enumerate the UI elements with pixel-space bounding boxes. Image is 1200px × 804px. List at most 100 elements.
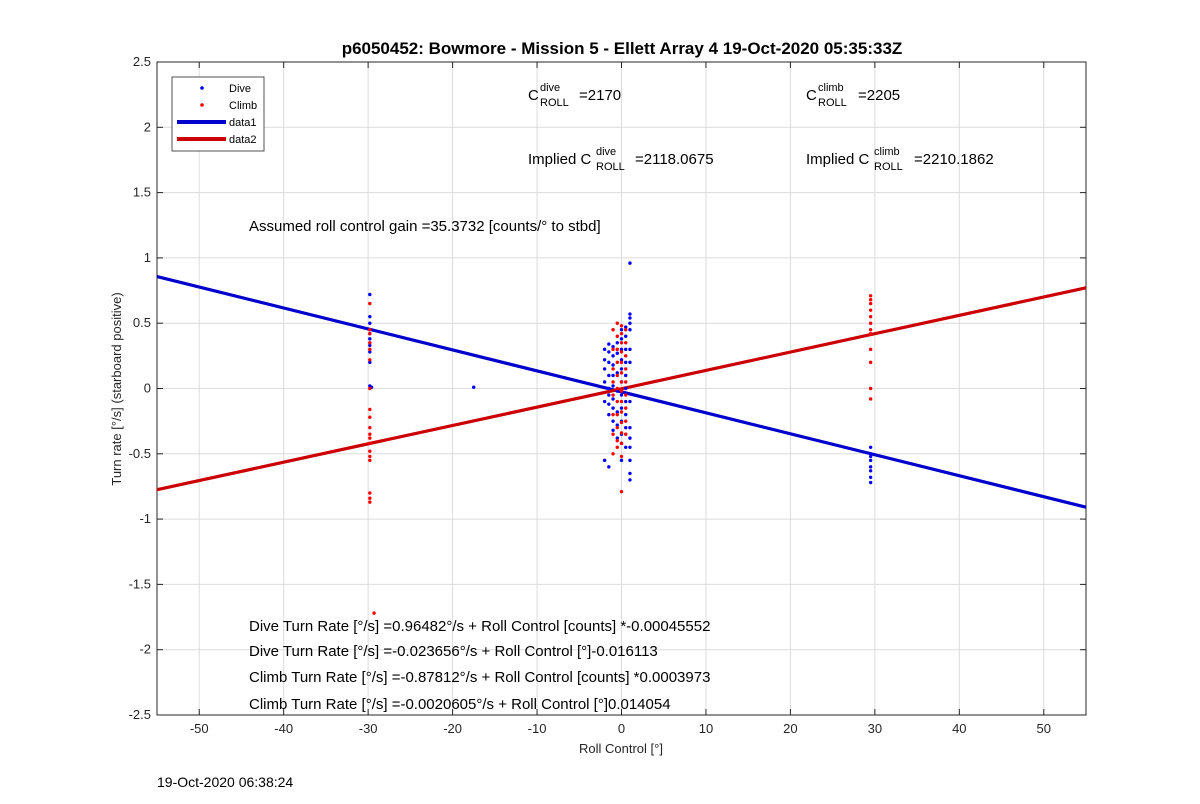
- point-climb: [619, 420, 624, 425]
- point-climb: [619, 489, 624, 494]
- x-tick-label: -10: [528, 721, 547, 736]
- point-dive: [628, 445, 632, 449]
- point-climb: [368, 328, 372, 332]
- y-tick-label: -2: [139, 642, 151, 657]
- x-tick-label: 30: [868, 721, 882, 736]
- chart-title: p6050452: Bowmore - Mission 5 - Ellett A…: [342, 39, 903, 58]
- point-climb: [611, 452, 615, 456]
- point-climb: [368, 331, 372, 336]
- point-dive: [624, 347, 628, 352]
- point-climb: [615, 321, 619, 325]
- point-dive: [868, 475, 873, 480]
- point-dive: [868, 480, 873, 485]
- point-climb: [868, 321, 873, 325]
- annotation-c-dive-value: =2170: [579, 87, 621, 104]
- point-dive: [368, 360, 372, 365]
- point-climb: [624, 328, 628, 332]
- point-climb: [611, 380, 615, 384]
- point-climb: [624, 406, 628, 410]
- y-tick-label: 1.5: [133, 185, 151, 200]
- point-dive: [624, 425, 628, 430]
- point-climb: [615, 373, 619, 378]
- point-dive: [607, 412, 611, 417]
- point-climb: [615, 399, 619, 404]
- point-climb: [619, 331, 624, 336]
- annotation-c-climb-value: =2205: [858, 87, 900, 104]
- point-climb: [619, 399, 624, 404]
- point-climb: [619, 410, 624, 414]
- y-tick-labels: -2.5 -2 -1.5 -1 -0.5 0 0.5 1 1.5 2 2.5: [129, 54, 151, 722]
- point-climb: [611, 432, 615, 436]
- point-dive: [368, 314, 372, 319]
- point-climb: [368, 436, 372, 440]
- point-climb: [368, 491, 372, 495]
- point-climb: [624, 419, 628, 423]
- point-dive: [368, 337, 372, 341]
- point-dive: [615, 436, 619, 440]
- point-climb: [368, 458, 372, 463]
- point-dive: [628, 458, 632, 463]
- point-dive: [619, 367, 624, 371]
- point-climb: [615, 334, 619, 338]
- point-dive: [607, 465, 611, 469]
- annotation-c-climb-prefix: C: [806, 87, 817, 104]
- point-climb: [624, 367, 628, 371]
- point-dive: [628, 321, 632, 325]
- annotation-c-dive-prefix: C: [528, 87, 539, 104]
- y-tick-label: 2.5: [133, 54, 151, 69]
- annotation-eq-dive-counts: Dive Turn Rate [°/s] =0.96482°/s + Roll …: [249, 618, 710, 635]
- y-tick-label: -1.5: [129, 576, 151, 591]
- point-dive: [628, 478, 632, 482]
- point-dive: [624, 445, 628, 449]
- point-climb: [615, 425, 619, 430]
- point-dive: [624, 386, 628, 391]
- point-dive: [624, 399, 628, 404]
- y-tick-label: 0: [144, 381, 151, 396]
- x-tick-label: 50: [1037, 721, 1051, 736]
- annotation-c-climb-sub: ROLL: [818, 97, 847, 109]
- y-tick-label: -0.5: [129, 446, 151, 461]
- point-climb: [611, 347, 615, 352]
- point-climb: [868, 347, 873, 352]
- point-dive: [611, 406, 615, 410]
- point-dive: [628, 347, 632, 352]
- point-dive: [615, 371, 619, 375]
- point-dive: [368, 343, 372, 348]
- point-climb: [368, 407, 372, 412]
- footer-timestamp: 19-Oct-2020 06:38:24: [157, 774, 293, 790]
- point-dive: [628, 328, 632, 332]
- point-dive: [611, 397, 615, 401]
- legend-marker-climb: [200, 103, 204, 107]
- annotation-implied-dive-value: =2118.0675: [635, 151, 714, 168]
- point-climb: [868, 397, 873, 401]
- point-climb: [868, 314, 873, 319]
- legend-label-data2: data2: [229, 134, 257, 146]
- legend: Dive Climb data1 data2: [171, 76, 265, 152]
- point-climb: [619, 431, 624, 435]
- point-dive: [628, 425, 632, 430]
- point-dive: [615, 423, 619, 427]
- point-climb: [619, 350, 624, 354]
- point-climb: [624, 341, 628, 345]
- annotation-c-dive: C dive ROLL =2170: [528, 82, 621, 109]
- point-dive: [368, 321, 372, 325]
- x-tick-label: -20: [443, 721, 462, 736]
- annotation-implied-dive-sup: dive: [596, 146, 616, 158]
- point-climb: [624, 432, 628, 436]
- point-climb: [619, 341, 624, 345]
- y-tick-label: -2.5: [129, 707, 151, 722]
- point-dive: [607, 350, 611, 354]
- point-dive: [628, 399, 632, 404]
- point-climb: [368, 500, 372, 504]
- x-tick-labels: -50 -40 -30 -20 -10 0 10 20 30 40 50: [190, 721, 1051, 736]
- point-dive: [624, 325, 628, 329]
- x-tick-label: -30: [359, 721, 378, 736]
- point-climb: [368, 415, 372, 419]
- point-dive: [602, 367, 607, 371]
- point-climb: [619, 324, 624, 328]
- annotation-implied-climb-prefix: Implied C: [806, 151, 870, 168]
- point-dive: [624, 360, 628, 365]
- point-dive: [615, 341, 619, 345]
- point-dive: [615, 351, 619, 355]
